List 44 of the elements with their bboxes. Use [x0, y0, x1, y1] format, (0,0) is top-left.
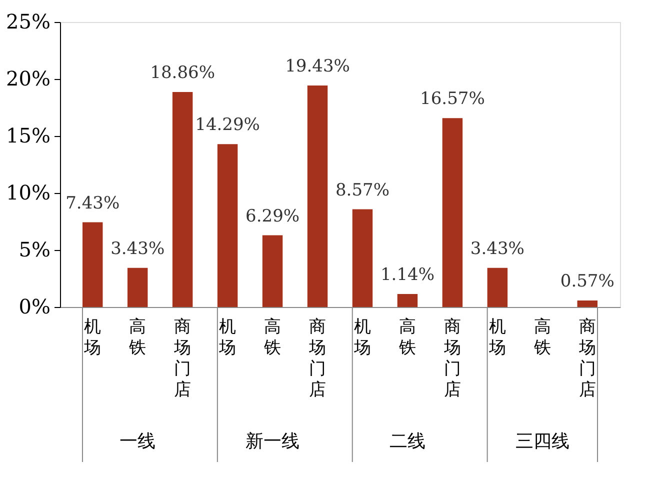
data-label: 16.57% [420, 89, 485, 110]
x-tick-label: 机场 [218, 317, 236, 358]
bar [82, 222, 103, 307]
data-label: 6.29% [246, 206, 300, 226]
bar [442, 118, 463, 307]
bar [307, 86, 328, 307]
x-tick-label: 商场门店 [442, 317, 461, 400]
x-tick-label: 商场门店 [173, 317, 192, 400]
y-tick-label: 15% [6, 124, 50, 148]
y-tick-label: 25% [6, 10, 50, 34]
y-tick-label: 5% [18, 238, 50, 262]
x-tick-label: 高铁 [263, 317, 282, 358]
bar [487, 268, 508, 307]
x-tick-label: 高铁 [532, 317, 551, 358]
bar [127, 268, 148, 307]
bar [397, 294, 418, 307]
x-tick-label: 机场 [488, 317, 506, 358]
x-tick-label: 商场门店 [308, 317, 326, 400]
x-tick-label: 机场 [352, 317, 371, 358]
data-label: 18.86% [150, 62, 215, 83]
x-tick-label: 机场 [83, 317, 102, 358]
bar [352, 209, 373, 307]
data-label: 19.43% [285, 56, 350, 76]
bar [172, 92, 193, 307]
data-label: 7.43% [66, 193, 120, 214]
text: 新一线 [246, 431, 300, 452]
y-tick-label: 10% [6, 180, 50, 204]
data-label: 3.43% [470, 238, 524, 259]
x-tick-label: 高铁 [128, 317, 146, 358]
y-tick-label: 0% [18, 294, 50, 318]
bar [217, 144, 238, 307]
data-label: 3.43% [110, 238, 165, 259]
y-tick-label: 20% [6, 66, 50, 90]
text: 一线 [120, 431, 156, 452]
data-label: 8.57% [335, 180, 390, 200]
data-label: 0.57% [560, 272, 614, 292]
bar [577, 300, 598, 307]
x-tick-label: 高铁 [398, 317, 416, 358]
data-label: 1.14% [380, 265, 434, 286]
data-label: 14.29% [195, 115, 260, 136]
text: 三四线 [515, 431, 570, 452]
text: 二线 [389, 431, 426, 452]
x-tick-label: 商场门店 [578, 317, 596, 400]
bar [262, 235, 283, 307]
